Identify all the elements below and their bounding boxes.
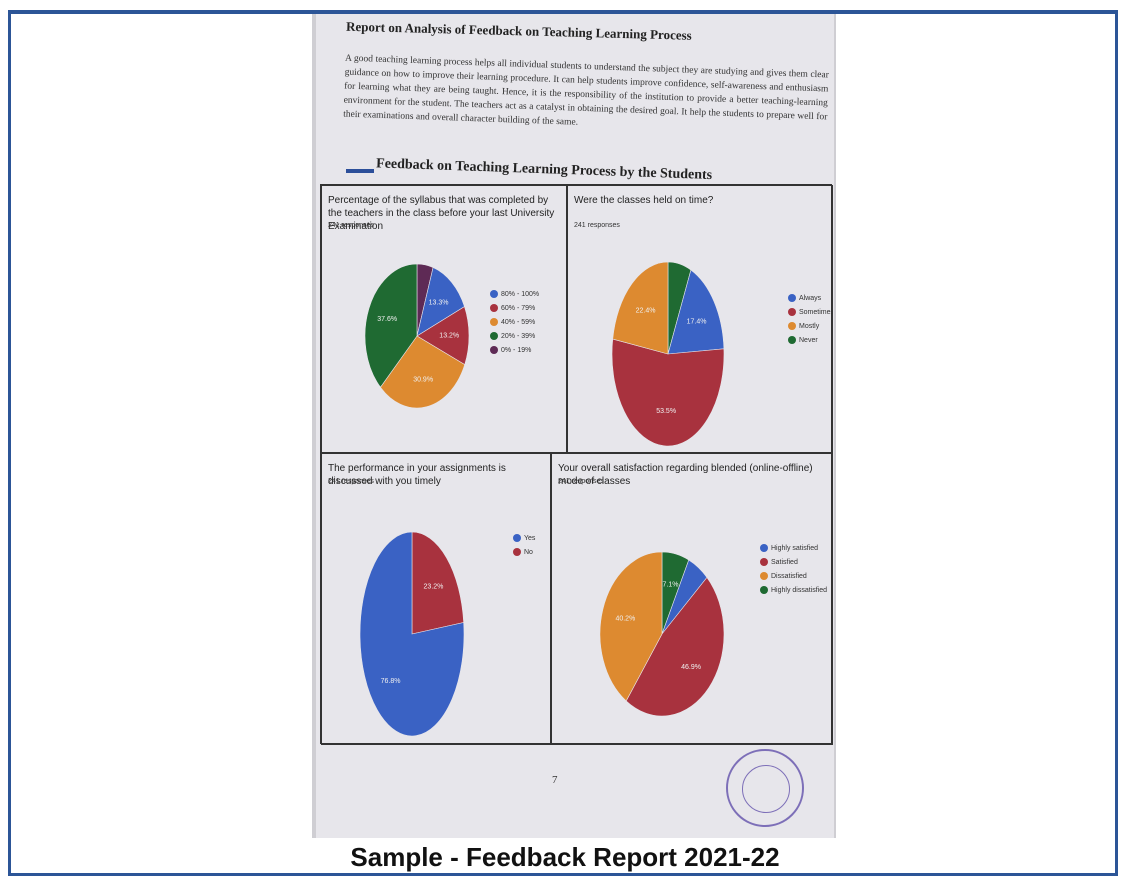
legend-dot bbox=[760, 586, 768, 594]
slice-label: 76.8% bbox=[381, 678, 401, 685]
slice-label: 13.3% bbox=[429, 300, 449, 307]
legend-label: Yes bbox=[524, 535, 536, 542]
chart-subtitle: 241 responses bbox=[328, 222, 374, 229]
chart-title: Were the classes held on time? bbox=[574, 195, 714, 206]
chart-title: Percentage of the syllabus that was comp… bbox=[328, 195, 555, 232]
legend-dot bbox=[490, 290, 498, 298]
pie-slice bbox=[612, 261, 669, 355]
legend-dot bbox=[788, 322, 796, 330]
legend-dot bbox=[490, 346, 498, 354]
report-title: Report on Analysis of Feedback on Teachi… bbox=[345, 18, 692, 43]
chart-cell: 7.1% 46.9% 40.2% Highly satisfied Satisfied D… bbox=[551, 453, 833, 745]
slice-label: 13.2% bbox=[439, 333, 459, 340]
pie-slice bbox=[611, 338, 725, 447]
chart-subtitle: 241 responses bbox=[558, 478, 604, 485]
pie-slice bbox=[416, 267, 465, 337]
stamp-inner bbox=[742, 765, 790, 813]
legend-label: Sometimes bbox=[799, 309, 833, 316]
legend-label: Never bbox=[799, 337, 818, 344]
legend-label: Mostly bbox=[799, 323, 820, 330]
legend-dot bbox=[788, 336, 796, 344]
caption: Sample - Feedback Report 2021-22 bbox=[350, 842, 780, 872]
photo: Report on Analysis of Feedback on Teachi… bbox=[312, 14, 836, 838]
pie-slice bbox=[416, 306, 470, 366]
pie-slice bbox=[625, 576, 725, 717]
chart-cell: 17.4% 53.5% 22.4% Always Sometimes Mostly Neve… bbox=[567, 185, 833, 453]
pie-chart: 7.1% 46.9% 40.2% Highly satisfied Satisfied D… bbox=[599, 544, 827, 717]
slice-label: 30.9% bbox=[413, 377, 433, 384]
legend-dot bbox=[513, 534, 521, 542]
chart-grid: 13.3% 13.2% 30.9% 37.6% 80% - 100% 60% - 79% 4… bbox=[320, 184, 833, 745]
intro-paragraph: A good teaching learning process helps a… bbox=[342, 53, 830, 128]
legend-dot bbox=[490, 332, 498, 340]
legend-dot bbox=[513, 548, 521, 556]
legend-dot bbox=[788, 294, 796, 302]
pie-slice bbox=[359, 531, 465, 737]
chart-subtitle: 241 responses bbox=[328, 478, 374, 485]
frame bbox=[8, 10, 1118, 876]
slice-label: 37.6% bbox=[377, 316, 397, 323]
chart-title: Your overall satisfaction regarding blen… bbox=[558, 463, 813, 487]
legend-dot bbox=[760, 572, 768, 580]
pie-slice bbox=[667, 269, 725, 355]
pie-chart: 13.3% 13.2% 30.9% 37.6% 80% - 100% 60% - 79% 4… bbox=[364, 263, 539, 409]
legend-dot bbox=[788, 308, 796, 316]
pie-slice bbox=[599, 551, 663, 702]
legend-label: Always bbox=[799, 295, 822, 302]
legend-label: 40% - 59% bbox=[501, 319, 535, 326]
pie-slice bbox=[380, 335, 466, 409]
pie-slice bbox=[411, 531, 464, 635]
slice-label: 53.5% bbox=[656, 408, 676, 415]
chart-cell: 23.2% 76.8% Yes No The performance in your a… bbox=[321, 453, 551, 745]
pie-slice bbox=[364, 263, 418, 388]
legend-label: No bbox=[524, 549, 533, 556]
legend-dot bbox=[490, 304, 498, 312]
legend-label: Highly satisfied bbox=[771, 545, 818, 552]
pie-chart: 17.4% 53.5% 22.4% Always Sometimes Mostly Neve… bbox=[611, 261, 833, 447]
slice-label: 46.9% bbox=[681, 664, 701, 671]
chart-subtitle: 241 responses bbox=[574, 222, 620, 229]
stamp bbox=[726, 749, 804, 827]
slice-label: 7.1% bbox=[663, 581, 679, 588]
legend-label: 80% - 100% bbox=[501, 291, 539, 298]
chart-cell: 13.3% 13.2% 30.9% 37.6% 80% - 100% 60% - 79% 4… bbox=[321, 185, 567, 453]
legend-label: 20% - 39% bbox=[501, 333, 535, 340]
page-number: 7 bbox=[552, 774, 558, 786]
arrow-icon bbox=[346, 169, 374, 173]
legend-label: Satisfied bbox=[771, 559, 798, 566]
slice-label: 22.4% bbox=[636, 307, 656, 314]
legend-label: Dissatisfied bbox=[771, 573, 807, 580]
paper: Report on Analysis of Feedback on Teachi… bbox=[316, 14, 834, 838]
legend-dot bbox=[760, 558, 768, 566]
legend-label: 0% - 19% bbox=[501, 347, 531, 354]
slice-label: 23.2% bbox=[424, 584, 444, 591]
pie-chart: 23.2% 76.8% Yes No bbox=[359, 531, 536, 737]
chart-title: The performance in your assignments is d… bbox=[328, 463, 506, 487]
legend-label: 60% - 79% bbox=[501, 305, 535, 312]
legend-dot bbox=[760, 544, 768, 552]
section-title: Feedback on Teaching Learning Process by… bbox=[375, 156, 713, 184]
legend-dot bbox=[490, 318, 498, 326]
slice-label: 17.4% bbox=[687, 318, 707, 325]
slice-label: 40.2% bbox=[615, 615, 635, 622]
legend-label: Highly dissatisfied bbox=[771, 587, 827, 594]
